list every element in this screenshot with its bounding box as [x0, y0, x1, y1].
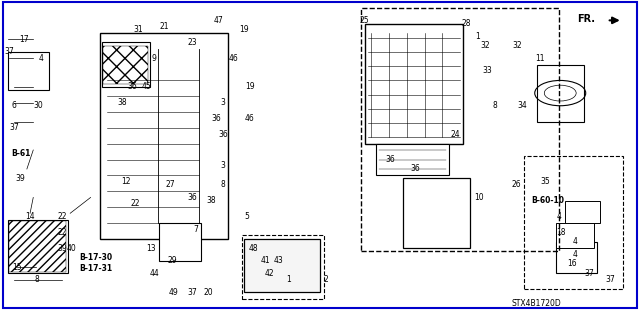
Text: 3: 3 [221, 98, 225, 107]
Text: 10: 10 [474, 193, 484, 202]
Text: 32: 32 [481, 41, 490, 50]
Text: 41: 41 [261, 256, 271, 265]
Text: 8: 8 [221, 180, 225, 189]
Text: 3: 3 [221, 161, 225, 170]
Text: 11: 11 [535, 54, 545, 63]
Text: 44: 44 [150, 269, 159, 278]
Text: 9: 9 [152, 54, 157, 63]
Text: 36: 36 [212, 114, 221, 123]
Bar [376, 144, 449, 175]
Bar [9, 221, 67, 272]
Text: 22: 22 [131, 199, 140, 208]
Text: 2: 2 [324, 275, 329, 284]
Text: 46: 46 [229, 54, 239, 63]
Text: STX4B1720D: STX4B1720D [512, 299, 561, 308]
Text: 35: 35 [540, 177, 550, 186]
Text: B-61: B-61 [11, 149, 30, 158]
Text: 36: 36 [385, 155, 395, 164]
Text: 26: 26 [511, 180, 521, 189]
Text: 36: 36 [411, 165, 420, 174]
Text: 6: 6 [12, 101, 17, 110]
Text: 30: 30 [33, 101, 44, 110]
Text: 18: 18 [556, 228, 566, 237]
Text: 38: 38 [207, 196, 216, 205]
Text: 21: 21 [159, 22, 168, 31]
Text: 4: 4 [38, 54, 44, 63]
Text: 7: 7 [193, 225, 198, 234]
Text: 42: 42 [264, 269, 274, 278]
Bar [100, 33, 228, 239]
Bar [537, 65, 584, 122]
Text: B-17-31: B-17-31 [79, 264, 112, 273]
Bar [8, 219, 68, 273]
Bar [362, 8, 559, 251]
Bar [565, 201, 600, 223]
Text: 36: 36 [127, 82, 137, 91]
Bar [244, 239, 320, 292]
Text: 34: 34 [518, 101, 527, 110]
Text: 4: 4 [572, 237, 577, 246]
Text: 39: 39 [57, 243, 67, 253]
Text: 37: 37 [605, 275, 615, 284]
Text: 25: 25 [360, 16, 369, 25]
Text: 40: 40 [67, 243, 76, 253]
Bar [102, 42, 150, 87]
Text: 19: 19 [245, 82, 255, 91]
Bar [159, 223, 201, 261]
Text: 17: 17 [19, 35, 29, 44]
Text: 15: 15 [13, 263, 22, 271]
Text: 43: 43 [274, 256, 284, 265]
Text: 36: 36 [218, 130, 228, 139]
Bar [242, 235, 324, 299]
Text: 13: 13 [147, 243, 156, 253]
Bar [556, 242, 597, 273]
Text: 19: 19 [239, 25, 248, 34]
Text: FR.: FR. [577, 14, 595, 24]
Text: 45: 45 [142, 82, 152, 91]
Bar [403, 178, 470, 248]
Text: 39: 39 [15, 174, 26, 183]
Bar [365, 24, 463, 144]
Text: B-60-10: B-60-10 [531, 196, 564, 205]
Bar [103, 46, 148, 84]
Text: 5: 5 [244, 212, 249, 221]
Text: 37: 37 [9, 123, 19, 132]
Text: 24: 24 [451, 130, 460, 139]
Text: 4: 4 [557, 212, 561, 221]
Text: 47: 47 [213, 16, 223, 25]
Text: 4: 4 [572, 250, 577, 259]
Bar [524, 156, 623, 289]
Text: 1: 1 [286, 275, 291, 284]
Text: 23: 23 [188, 38, 197, 47]
Bar [8, 52, 49, 90]
Text: 49: 49 [168, 288, 179, 297]
Text: 37: 37 [584, 269, 594, 278]
Text: 33: 33 [482, 66, 492, 76]
Text: 16: 16 [567, 259, 577, 268]
Text: 20: 20 [204, 288, 213, 297]
Text: 22: 22 [57, 212, 67, 221]
Text: 32: 32 [513, 41, 522, 50]
Text: 37: 37 [188, 288, 197, 297]
Text: 1: 1 [476, 32, 481, 41]
Text: 48: 48 [248, 243, 258, 253]
Text: 27: 27 [166, 180, 175, 189]
Bar [556, 223, 594, 248]
Text: 46: 46 [245, 114, 255, 123]
Text: 22: 22 [57, 228, 67, 237]
Text: 14: 14 [25, 212, 35, 221]
Text: 36: 36 [188, 193, 197, 202]
Text: B-17-30: B-17-30 [79, 253, 112, 262]
Text: 12: 12 [121, 177, 131, 186]
Text: 38: 38 [118, 98, 127, 107]
Text: 8: 8 [493, 101, 498, 110]
Text: 29: 29 [167, 256, 177, 265]
Text: 31: 31 [134, 25, 143, 34]
Text: 28: 28 [462, 19, 471, 28]
Text: 8: 8 [34, 275, 39, 284]
Text: 37: 37 [4, 48, 14, 56]
